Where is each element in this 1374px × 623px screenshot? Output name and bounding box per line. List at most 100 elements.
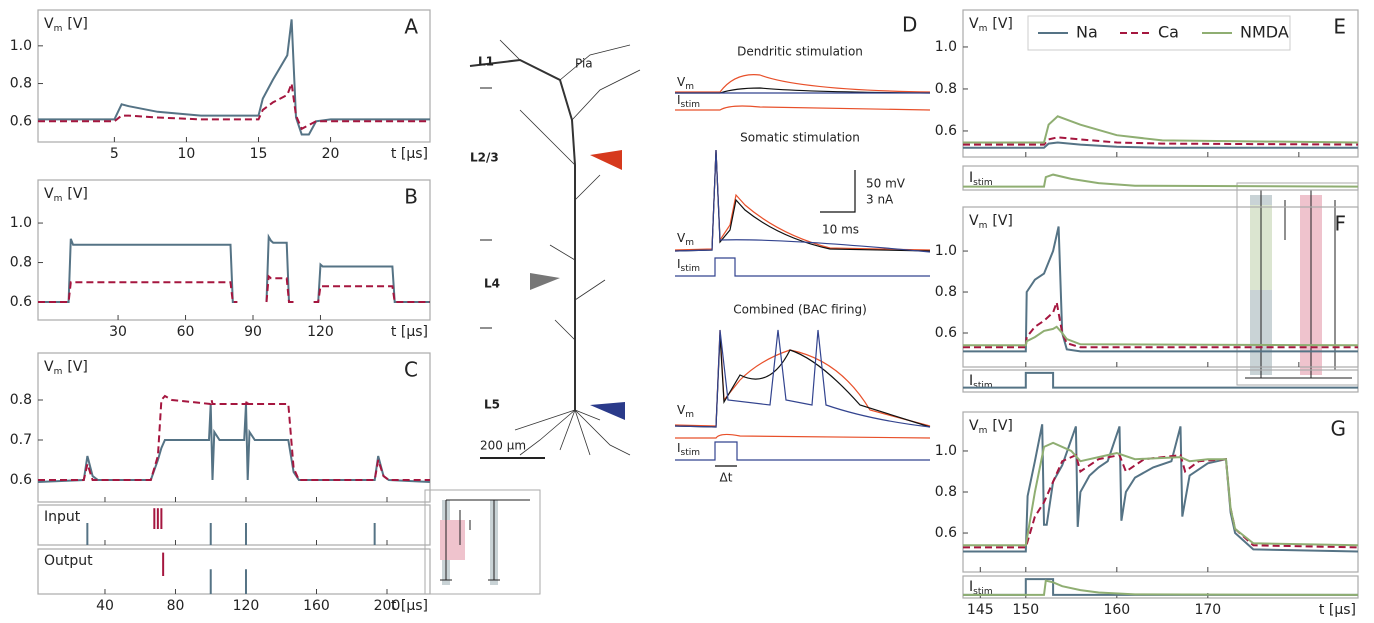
trace: [963, 453, 1359, 549]
x-tick-label: 120: [233, 598, 260, 614]
plot-frame: [962, 9, 1359, 158]
y-label-unit: [V]: [67, 16, 88, 32]
layer-label: L5: [484, 398, 500, 412]
x-tick-label: 160: [1103, 602, 1130, 618]
plot-frame: [37, 504, 431, 546]
circuit-small: [424, 489, 541, 595]
x-tick-label: 170: [1194, 602, 1221, 618]
x-tick-label: 40: [96, 598, 114, 614]
legend-label: Ca: [1158, 23, 1179, 42]
x-axis-label: t [µs]: [391, 598, 428, 614]
y-axis-label: Vm [V]: [44, 16, 88, 34]
panel-label: F: [1334, 212, 1346, 236]
y-label-sub: m: [979, 221, 988, 231]
panel-label: E: [1333, 15, 1346, 39]
trace: [963, 579, 1359, 596]
x-tick-label: 5: [110, 146, 119, 162]
y-label-unit: [V]: [992, 418, 1013, 434]
y-axis-label: Vm [V]: [969, 16, 1013, 34]
y-tick-label: 1.0: [10, 215, 32, 231]
trace: [963, 173, 1359, 188]
y-label-main: V: [44, 186, 54, 202]
vm-sub: m: [685, 410, 694, 420]
y-label-unit: [V]: [992, 213, 1013, 229]
vm-sub: m: [685, 82, 694, 92]
trace: [37, 403, 431, 483]
x-tick-label: 15: [250, 146, 268, 162]
y-axis-label: Vm [V]: [44, 186, 88, 204]
panel-side-label: Istim: [969, 170, 993, 188]
label-main: Input: [44, 509, 81, 525]
trace: [38, 19, 430, 136]
y-label-unit: [V]: [67, 359, 88, 375]
trace: [963, 136, 1359, 146]
panel-side-label: Istim: [969, 579, 993, 597]
label-main: I: [969, 170, 973, 186]
layer-label: L2/3: [470, 151, 499, 165]
y-label-sub: m: [54, 24, 63, 34]
neuron-drawing: [469, 39, 641, 459]
y-tick-label: 1.0: [935, 39, 957, 55]
vm-label: Vm: [677, 75, 694, 92]
y-tick-label: 0.6: [935, 525, 957, 541]
legend-box: [1027, 15, 1291, 51]
x-tick-label: 120: [307, 324, 334, 340]
plot-frame: [37, 548, 431, 595]
y-label-main: V: [969, 213, 979, 229]
trace: [38, 233, 430, 303]
y-axis-label: Vm [V]: [44, 359, 88, 377]
trace: [38, 274, 430, 303]
vm-text: V: [677, 231, 686, 245]
x-axis-label: t [µs]: [391, 324, 428, 340]
d-traces: [674, 74, 931, 467]
y-label-sub: m: [979, 24, 988, 34]
x-tick-label: 30: [109, 324, 127, 340]
label-sub: stim: [973, 587, 993, 597]
label-sub: stim: [973, 178, 993, 188]
panel-label: D: [902, 13, 917, 37]
y-label-main: V: [969, 16, 979, 32]
plot-frame: [962, 575, 1359, 599]
trace: [963, 115, 1359, 144]
x-tick-label: 60: [177, 324, 195, 340]
trace: [38, 83, 430, 131]
y-label-main: V: [969, 418, 979, 434]
scale-i: 3 nA: [866, 193, 894, 207]
pia-label: Pia: [575, 57, 593, 71]
y-label-main: V: [44, 359, 54, 375]
y-tick-label: 0.6: [935, 325, 957, 341]
plot-frame: [962, 206, 1359, 368]
x-tick-label: 200: [374, 598, 401, 614]
panel-side-label: Input: [44, 509, 81, 525]
trace: [963, 141, 1358, 149]
scale-bar-label: 200 µm: [480, 439, 526, 453]
y-axis-label: Vm [V]: [969, 213, 1013, 231]
y-tick-label: 0.6: [935, 123, 957, 139]
y-label-main: V: [44, 16, 54, 32]
plot-frame: [37, 179, 431, 321]
y-tick-label: 0.7: [10, 432, 32, 448]
x-tick-label: 10: [178, 146, 196, 162]
y-tick-label: 0.6: [10, 294, 32, 310]
istim-text: I: [677, 257, 681, 271]
y-tick-label: 0.8: [10, 255, 32, 271]
y-tick-label: 1.0: [10, 38, 32, 54]
x-axis-label: t [µs]: [1319, 602, 1356, 618]
x-tick-label: 20: [322, 146, 340, 162]
y-tick-label: 0.8: [10, 392, 32, 408]
istim-label: Istim: [677, 441, 700, 458]
vm-sub: m: [685, 238, 694, 248]
d-title: Combined (BAC firing): [733, 303, 867, 317]
x-tick-label: 145: [967, 602, 994, 618]
label-sub: stim: [973, 381, 993, 391]
panel-label: G: [1331, 417, 1347, 441]
vm-label: Vm: [677, 231, 694, 248]
y-label-sub: m: [54, 194, 63, 204]
panel-label: A: [404, 15, 418, 39]
panel-side-label: Istim: [969, 373, 993, 391]
y-label-sub: m: [979, 426, 988, 436]
y-tick-label: 1.0: [935, 443, 957, 459]
plot-frame: [962, 165, 1359, 191]
y-tick-label: 1.0: [935, 243, 957, 259]
